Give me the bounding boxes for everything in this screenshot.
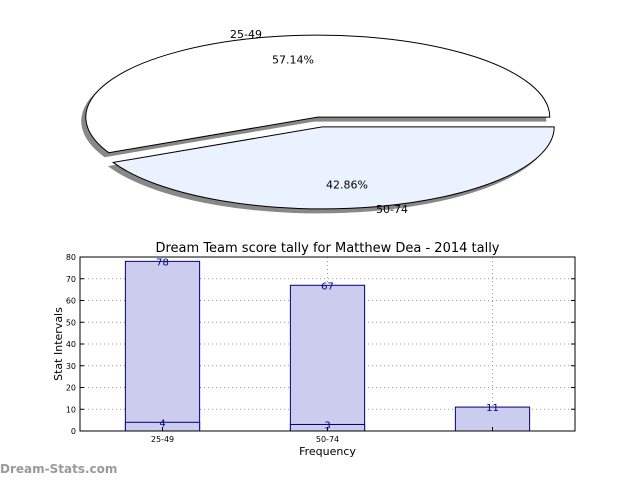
y-tick-label: 70	[66, 275, 76, 284]
y-tick-label: 0	[71, 427, 76, 436]
y-tick-label: 40	[66, 340, 76, 349]
pie-pct-label-1: 42.86%	[326, 178, 368, 191]
pie-chart: 57.14% 25-49 42.86% 50-74	[81, 28, 555, 216]
y-tick-label: 20	[66, 384, 76, 393]
pie-pct-label-0: 57.14%	[272, 54, 314, 67]
pie-category-label-1: 50-74	[376, 203, 408, 216]
y-axis-label: Stat Intervals	[52, 307, 65, 381]
bar-chart-title: Dream Team score tally for Matthew Dea -…	[155, 241, 499, 256]
bar-s0-1	[289, 284, 366, 432]
watermark: Dream-Stats.com	[0, 462, 118, 476]
plot-frame	[79, 256, 576, 432]
bar-value-label-s0-2: 11	[486, 403, 499, 414]
pie-slice-0	[85, 34, 551, 154]
bar-value-label-s0-0: 78	[156, 257, 169, 268]
y-tick-label: 30	[66, 362, 76, 371]
x-tick-label: 50-74	[316, 435, 339, 444]
x-tick-label: 25-49	[151, 435, 174, 444]
bar-value-label-s1-0: 4	[159, 418, 165, 429]
y-tick-label: 80	[66, 253, 76, 262]
y-tick-label: 10	[66, 405, 76, 414]
pie-slice-1	[111, 126, 555, 210]
y-tick-label: 60	[66, 297, 76, 306]
bar-value-label-s0-1: 67	[321, 281, 334, 292]
bar-chart: Dream Team score tally for Matthew Dea -…	[52, 241, 576, 458]
x-axis-label: Frequency	[299, 445, 356, 458]
y-tick-label: 50	[66, 318, 76, 327]
bar-value-label-s1-1: 3	[324, 420, 330, 431]
pie-category-label-0: 25-49	[230, 28, 262, 41]
bar-s0-0	[124, 260, 201, 432]
